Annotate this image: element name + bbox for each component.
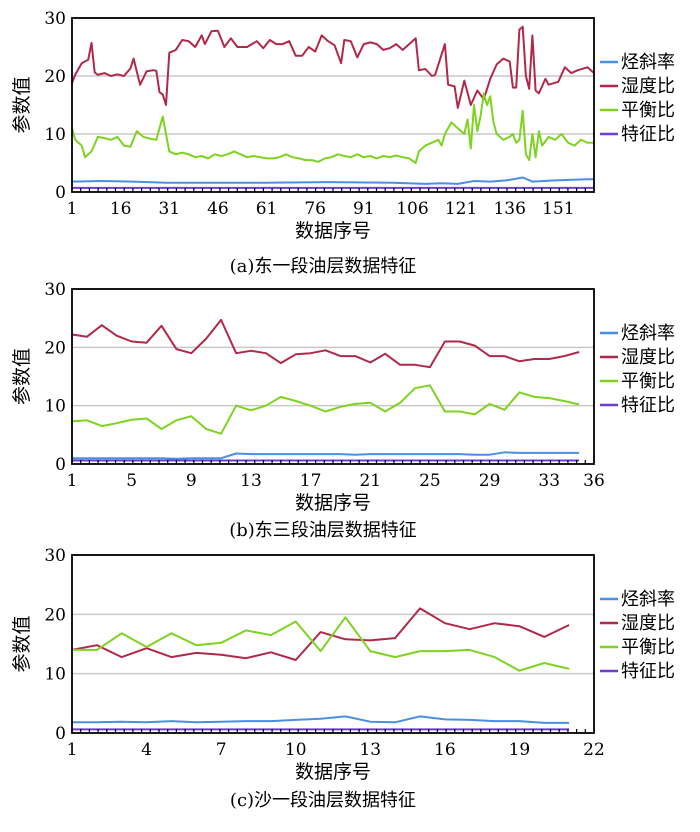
y-tick-label: 0 <box>55 183 66 203</box>
chart-caption: (b)东三段油层数据特征 <box>229 520 417 541</box>
y-tick-label: 10 <box>44 397 66 417</box>
y-tick-label: 20 <box>44 605 66 625</box>
legend-label: 特征比 <box>621 661 675 682</box>
x-axis-label: 数据序号 <box>295 761 371 783</box>
legend-label: 平衡比 <box>621 100 675 121</box>
y-tick-label: 20 <box>44 338 66 358</box>
x-tick-label: 10 <box>285 740 307 760</box>
y-tick-label: 10 <box>44 665 66 685</box>
series-line-3 <box>72 616 570 672</box>
x-tick-label: 29 <box>479 471 501 491</box>
x-tick-label: 31 <box>158 199 180 219</box>
y-tick-label: 0 <box>55 455 66 475</box>
x-tick-label: 1 <box>67 471 78 491</box>
y-axis-label: 参数值 <box>11 615 33 672</box>
x-tick-label: 17 <box>300 471 322 491</box>
x-tick-label: 106 <box>396 199 428 219</box>
chart-panel-1: 0 10 20 30 1 16 31 46 61 76 91 106 121 136 151 数据序号 参数值 烃… <box>11 9 675 277</box>
series-line-2 <box>71 25 595 109</box>
y-tick-label: 30 <box>44 280 66 300</box>
x-tick-label: 7 <box>216 740 227 760</box>
x-tick-label: 136 <box>493 199 525 219</box>
x-tick-label: 76 <box>304 199 326 219</box>
legend-label: 湿度比 <box>621 613 675 634</box>
x-axis-label: 数据序号 <box>295 492 371 514</box>
x-tick-label: 1 <box>67 199 78 219</box>
y-tick-label: 20 <box>44 67 66 87</box>
x-tick-label: 25 <box>419 471 441 491</box>
x-tick-label: 121 <box>445 199 477 219</box>
x-tick-label: 4 <box>141 740 152 760</box>
legend-label: 平衡比 <box>621 371 675 392</box>
x-tick-label: 61 <box>256 199 278 219</box>
series-line-2 <box>71 318 580 369</box>
series-line-1 <box>72 715 570 724</box>
y-tick-label: 10 <box>44 125 66 145</box>
series-line-2 <box>71 607 570 661</box>
legend-label: 湿度比 <box>621 347 675 368</box>
legend-label: 特征比 <box>621 124 675 145</box>
x-tick-label: 21 <box>359 471 381 491</box>
x-tick-label: 91 <box>353 199 375 219</box>
legend-label: 烃斜率 <box>621 52 675 73</box>
series-line-1 <box>71 176 594 185</box>
x-tick-label: 46 <box>207 199 229 219</box>
x-tick-label: 13 <box>359 740 381 760</box>
x-tick-label: 33 <box>538 471 560 491</box>
x-tick-label: 22 <box>583 740 605 760</box>
y-tick-label: 30 <box>44 9 66 29</box>
x-tick-label: 9 <box>186 471 197 491</box>
series-line-1 <box>72 451 580 460</box>
x-tick-label: 1 <box>67 740 78 760</box>
x-tick-label: 16 <box>434 740 456 760</box>
x-tick-label: 5 <box>126 471 137 491</box>
legend-label: 特征比 <box>621 395 675 416</box>
x-tick-label: 16 <box>110 199 132 219</box>
x-tick-label: 19 <box>509 740 531 760</box>
legend-label: 平衡比 <box>621 637 675 658</box>
plot-frame <box>71 288 595 465</box>
legend-label: 烃斜率 <box>621 323 675 344</box>
y-axis-label: 参数值 <box>11 348 33 405</box>
x-tick-label: 151 <box>542 199 574 219</box>
chart-caption: (a)东一段油层数据特征 <box>230 256 417 277</box>
y-axis-label: 参数值 <box>11 76 33 133</box>
x-axis-label: 数据序号 <box>295 220 371 242</box>
legend-label: 湿度比 <box>621 76 675 97</box>
y-tick-label: 0 <box>55 724 66 744</box>
x-tick-label: 36 <box>583 471 605 491</box>
chart-caption: (c)沙一段油层数据特征 <box>230 790 416 811</box>
x-tick-label: 13 <box>240 471 262 491</box>
series-line-3 <box>71 384 580 435</box>
y-tick-label: 30 <box>44 546 66 566</box>
chart-panel-2: 0 10 20 30 1 5 9 13 17 21 25 29 33 36 数据序号 参数值 烃斜率湿度比平衡比… <box>11 280 675 541</box>
series-line-3 <box>71 92 594 164</box>
legend-label: 烃斜率 <box>621 589 675 610</box>
